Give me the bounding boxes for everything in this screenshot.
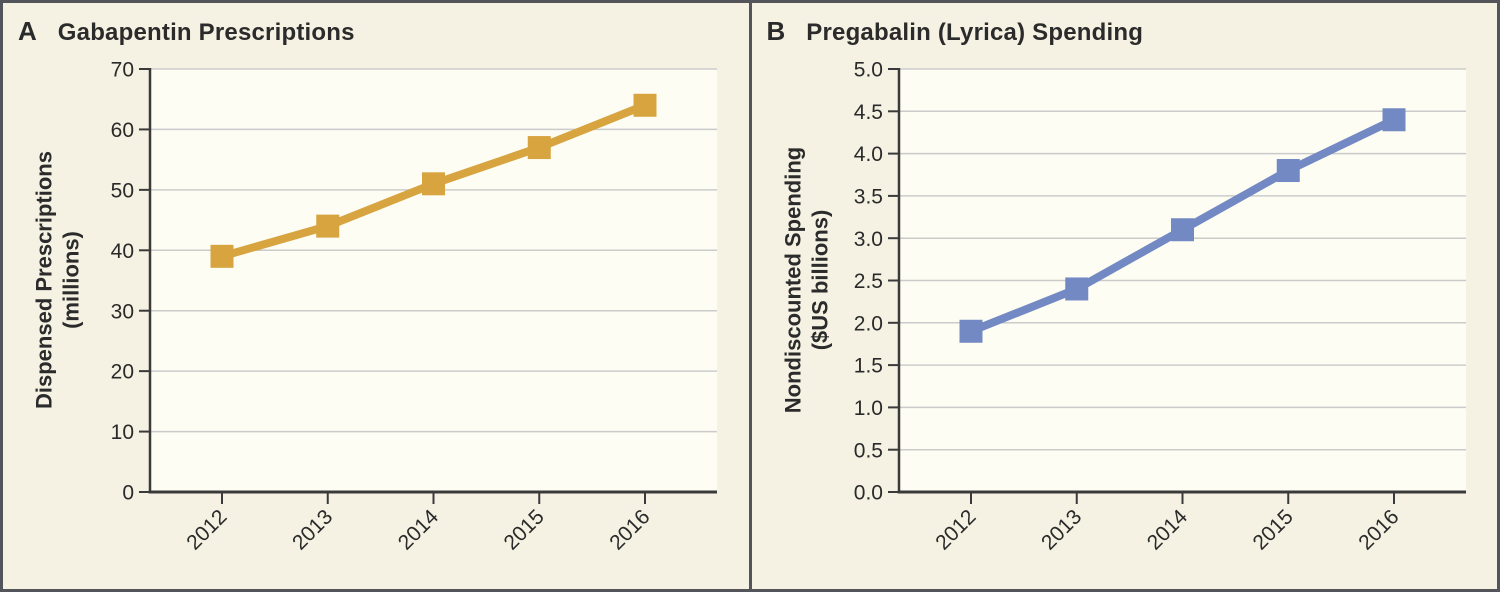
panel-a-header: A Gabapentin Prescriptions	[18, 16, 355, 47]
svg-text:20: 20	[111, 361, 134, 384]
svg-text:70: 70	[111, 59, 134, 82]
panel-b-y-axis-label: Nondiscounted Spending ($US billions)	[779, 69, 833, 492]
svg-text:2016: 2016	[605, 505, 654, 554]
svg-text:0.5: 0.5	[853, 439, 882, 462]
svg-text:4.0: 4.0	[853, 143, 882, 166]
svg-text:1.5: 1.5	[853, 355, 882, 378]
svg-text:2016: 2016	[1354, 505, 1403, 554]
panel-b-y-axis-label-line1: Nondiscounted Spending	[780, 146, 805, 414]
panel-b: B Pregabalin (Lyrica) Spending Nondiscou…	[752, 3, 1498, 589]
svg-text:0: 0	[122, 482, 134, 505]
panel-a: A Gabapentin Prescriptions Dispensed Pre…	[3, 3, 749, 589]
svg-text:5.0: 5.0	[853, 59, 882, 82]
svg-text:2013: 2013	[288, 505, 337, 554]
panel-b-chart: 0.0 0.5 1.0 1.5 2.0 2.5 3.0 3.5 4.0 4.5 5.0 2012 201…	[853, 59, 1466, 555]
svg-text:2012: 2012	[931, 505, 980, 554]
svg-text:60: 60	[111, 119, 134, 142]
panel-b-y-axis-label-line2: ($US billions)	[807, 209, 832, 351]
panel-a-y-axis-label: Dispensed Prescriptions (millions)	[31, 69, 85, 492]
svg-text:10: 10	[111, 421, 134, 444]
svg-text:2015: 2015	[1248, 505, 1297, 554]
svg-text:2014: 2014	[1142, 505, 1192, 555]
svg-text:4.5: 4.5	[853, 101, 882, 124]
svg-text:40: 40	[111, 240, 134, 263]
svg-text:2.0: 2.0	[853, 312, 882, 335]
svg-text:1.0: 1.0	[853, 397, 882, 420]
panel-a-title: Gabapentin Prescriptions	[57, 19, 355, 46]
panel-a-y-axis-label-line2: (millions)	[58, 231, 84, 329]
svg-text:3.0: 3.0	[853, 228, 882, 251]
panel-b-title: Pregabalin (Lyrica) Spending	[806, 19, 1144, 46]
svg-text:2015: 2015	[499, 505, 548, 554]
panel-a-chart: 0 10 20 30 40 50 60 70 2012 2013 2014 2015 2016	[111, 59, 717, 555]
svg-text:2014: 2014	[394, 505, 444, 555]
svg-text:2012: 2012	[182, 505, 231, 554]
panel-b-header: B Pregabalin (Lyrica) Spending	[767, 16, 1144, 47]
svg-text:0.0: 0.0	[853, 482, 882, 505]
svg-text:2013: 2013	[1036, 505, 1085, 554]
svg-text:2.5: 2.5	[853, 270, 882, 293]
svg-text:3.5: 3.5	[853, 185, 882, 208]
svg-text:50: 50	[111, 179, 134, 202]
panel-a-y-axis-label-line1: Dispensed Prescriptions	[31, 151, 57, 409]
panel-b-letter: B	[766, 16, 786, 46]
svg-text:30: 30	[111, 300, 134, 323]
panel-divider	[748, 3, 752, 589]
panel-a-letter: A	[18, 16, 37, 46]
